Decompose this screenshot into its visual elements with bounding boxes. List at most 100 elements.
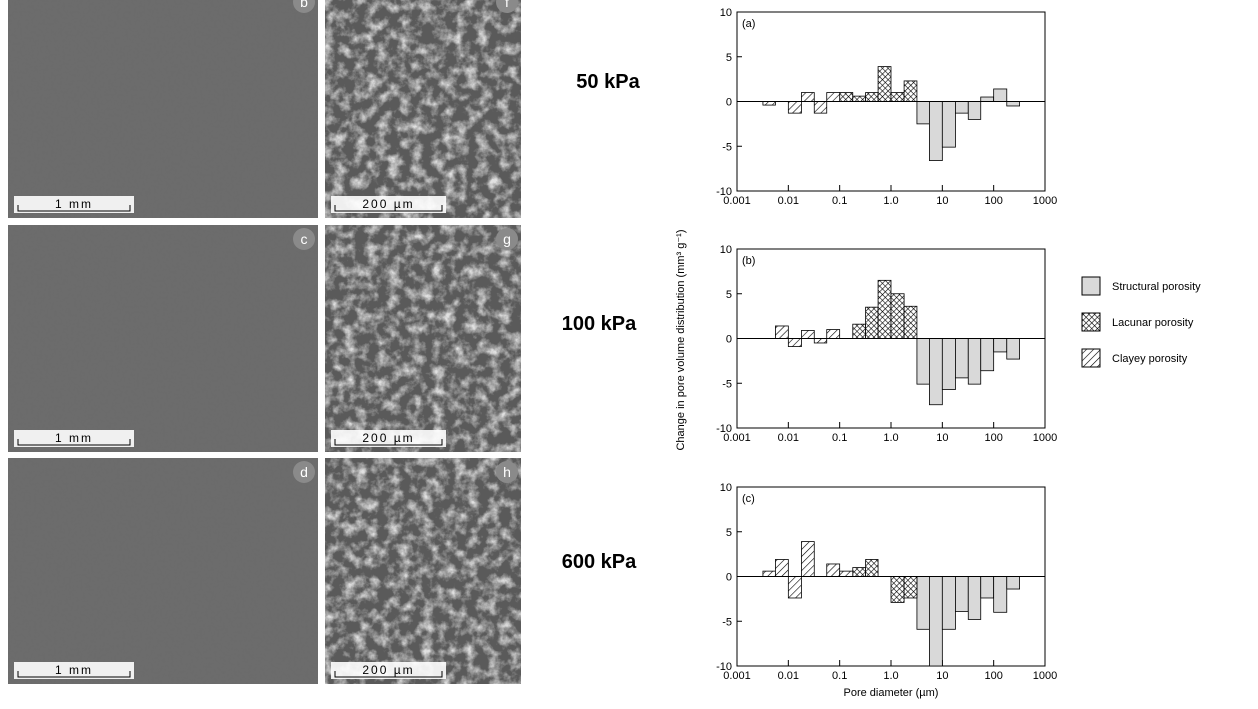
scale-bar-box — [331, 430, 446, 447]
panel-label: (a) — [742, 18, 755, 30]
scale-bar — [334, 671, 443, 678]
micrograph: f 200 µm — [325, 0, 521, 218]
y-tick-label: 10 — [720, 7, 732, 19]
bar — [916, 101, 930, 125]
x-tick-label: 1.0 — [883, 432, 898, 444]
bar — [955, 338, 969, 379]
x-tick-label: 0.1 — [832, 432, 847, 444]
pressure-label: 100 kPa — [562, 313, 637, 335]
panel-label: (b) — [742, 255, 755, 267]
bar — [762, 570, 776, 577]
micrograph: h 200 µm — [325, 458, 521, 684]
scale-bar — [334, 439, 443, 446]
scale-bar-box — [14, 662, 134, 679]
micrograph-texture — [325, 0, 521, 218]
bar — [890, 293, 905, 339]
x-tick-label: 0.001 — [723, 432, 751, 444]
bar — [916, 338, 930, 385]
bar — [787, 101, 802, 114]
bar — [839, 92, 854, 102]
scale-bar-label: 200 µm — [362, 197, 414, 211]
y-tick-label: 0 — [726, 572, 732, 584]
y-tick-label: -10 — [716, 423, 732, 435]
bar — [852, 323, 866, 339]
x-tick-label: 0.001 — [723, 670, 751, 682]
panel-badge — [293, 228, 315, 250]
bar — [877, 66, 892, 102]
scale-bar — [334, 205, 443, 212]
bar — [865, 306, 879, 339]
micrograph: c 1 mm — [8, 225, 318, 452]
bar — [1006, 576, 1020, 590]
bar — [993, 88, 1008, 102]
legend-swatch — [1081, 276, 1101, 296]
x-tick-label: 0.01 — [778, 670, 799, 682]
bar — [941, 101, 956, 148]
scale-bar-label: 1 mm — [55, 197, 93, 211]
legend-swatch — [1081, 312, 1101, 332]
x-tick-label: 1.0 — [883, 670, 898, 682]
micrograph-texture — [325, 225, 521, 452]
panel-label: (c) — [742, 493, 755, 505]
pressure-box — [548, 61, 658, 101]
bar — [801, 541, 815, 577]
bar — [967, 101, 982, 120]
scale-bar-box — [331, 196, 446, 213]
micrograph-texture — [325, 458, 521, 684]
bar — [813, 338, 828, 344]
bar — [852, 95, 866, 102]
x-tick-label: 100 — [984, 195, 1002, 207]
bar — [865, 92, 879, 102]
x-tick-label: 0.1 — [832, 195, 847, 207]
chart: 10 5 0 -5 -100.001 0.01 0.1 1.0 10 100 1000 (b) — [716, 244, 1057, 444]
panel-badge — [496, 0, 518, 13]
bar — [929, 576, 943, 667]
x-tick-label: 0.01 — [778, 432, 799, 444]
y-tick-label: -10 — [716, 186, 732, 198]
bar — [929, 338, 943, 406]
panel-badge — [293, 0, 315, 13]
scale-bar — [17, 671, 131, 678]
y-tick-label: 5 — [726, 289, 732, 301]
bar — [826, 563, 841, 577]
pressure-box — [530, 303, 658, 343]
x-tick-label: 0.01 — [778, 195, 799, 207]
bar — [903, 305, 918, 339]
panel-letter: f — [505, 0, 509, 10]
y-tick-label: -10 — [716, 661, 732, 673]
pressure-label: 600 kPa — [562, 551, 637, 573]
panel-letter: g — [503, 231, 511, 247]
scale-bar-label: 200 µm — [362, 431, 414, 445]
panel-letter: d — [300, 464, 308, 480]
panel-letter: c — [301, 231, 308, 247]
y-tick-label: -5 — [722, 378, 732, 390]
bar — [916, 576, 930, 630]
y-tick-label: -5 — [722, 141, 732, 153]
bar — [993, 576, 1008, 613]
bar — [890, 92, 905, 102]
bar — [903, 576, 918, 599]
y-tick-label: -5 — [722, 616, 732, 628]
bar — [967, 338, 982, 385]
panel-badge — [496, 228, 518, 250]
x-tick-label: 0.001 — [723, 195, 751, 207]
y-tick-label: 10 — [720, 482, 732, 494]
scale-bar-label: 1 mm — [55, 431, 93, 445]
bar — [967, 576, 982, 620]
y-tick-label: 5 — [726, 527, 732, 539]
bar — [801, 330, 815, 339]
bar — [903, 80, 918, 102]
x-tick-label: 1000 — [1033, 195, 1057, 207]
scale-bar — [17, 205, 131, 212]
bar — [865, 559, 879, 577]
x-tick-label: 1000 — [1033, 432, 1057, 444]
bar — [993, 338, 1008, 353]
legend-label: Structural porosity — [1112, 281, 1201, 293]
panel-badge — [293, 461, 315, 483]
x-tick-label: 10 — [936, 195, 948, 207]
x-tick-label: 100 — [984, 670, 1002, 682]
bar — [1006, 101, 1020, 107]
legend-swatch — [1081, 348, 1101, 368]
bar — [775, 559, 789, 577]
